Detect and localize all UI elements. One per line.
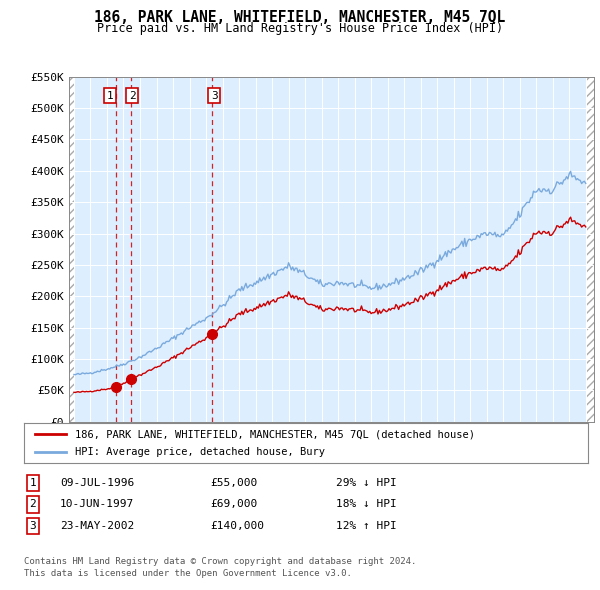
Text: 186, PARK LANE, WHITEFIELD, MANCHESTER, M45 7QL (detached house): 186, PARK LANE, WHITEFIELD, MANCHESTER, …: [75, 430, 475, 440]
Text: Price paid vs. HM Land Registry's House Price Index (HPI): Price paid vs. HM Land Registry's House …: [97, 22, 503, 35]
Text: HPI: Average price, detached house, Bury: HPI: Average price, detached house, Bury: [75, 447, 325, 457]
Text: £55,000: £55,000: [210, 478, 257, 488]
Text: 18% ↓ HPI: 18% ↓ HPI: [336, 500, 397, 509]
Text: 2: 2: [128, 91, 136, 101]
Text: Contains HM Land Registry data © Crown copyright and database right 2024.: Contains HM Land Registry data © Crown c…: [24, 558, 416, 566]
Text: £69,000: £69,000: [210, 500, 257, 509]
Text: 2: 2: [29, 500, 37, 509]
Text: 29% ↓ HPI: 29% ↓ HPI: [336, 478, 397, 488]
Text: 23-MAY-2002: 23-MAY-2002: [60, 521, 134, 530]
Text: This data is licensed under the Open Government Licence v3.0.: This data is licensed under the Open Gov…: [24, 569, 352, 578]
Bar: [586, 77, 594, 422]
Text: 1: 1: [29, 478, 37, 488]
Text: 10-JUN-1997: 10-JUN-1997: [60, 500, 134, 509]
Text: 3: 3: [29, 521, 37, 530]
Text: 3: 3: [211, 91, 217, 101]
Text: 1: 1: [106, 91, 113, 101]
Text: 12% ↑ HPI: 12% ↑ HPI: [336, 521, 397, 530]
Bar: [69, 77, 74, 422]
Text: 186, PARK LANE, WHITEFIELD, MANCHESTER, M45 7QL: 186, PARK LANE, WHITEFIELD, MANCHESTER, …: [94, 10, 506, 25]
Text: £140,000: £140,000: [210, 521, 264, 530]
Text: 09-JUL-1996: 09-JUL-1996: [60, 478, 134, 488]
